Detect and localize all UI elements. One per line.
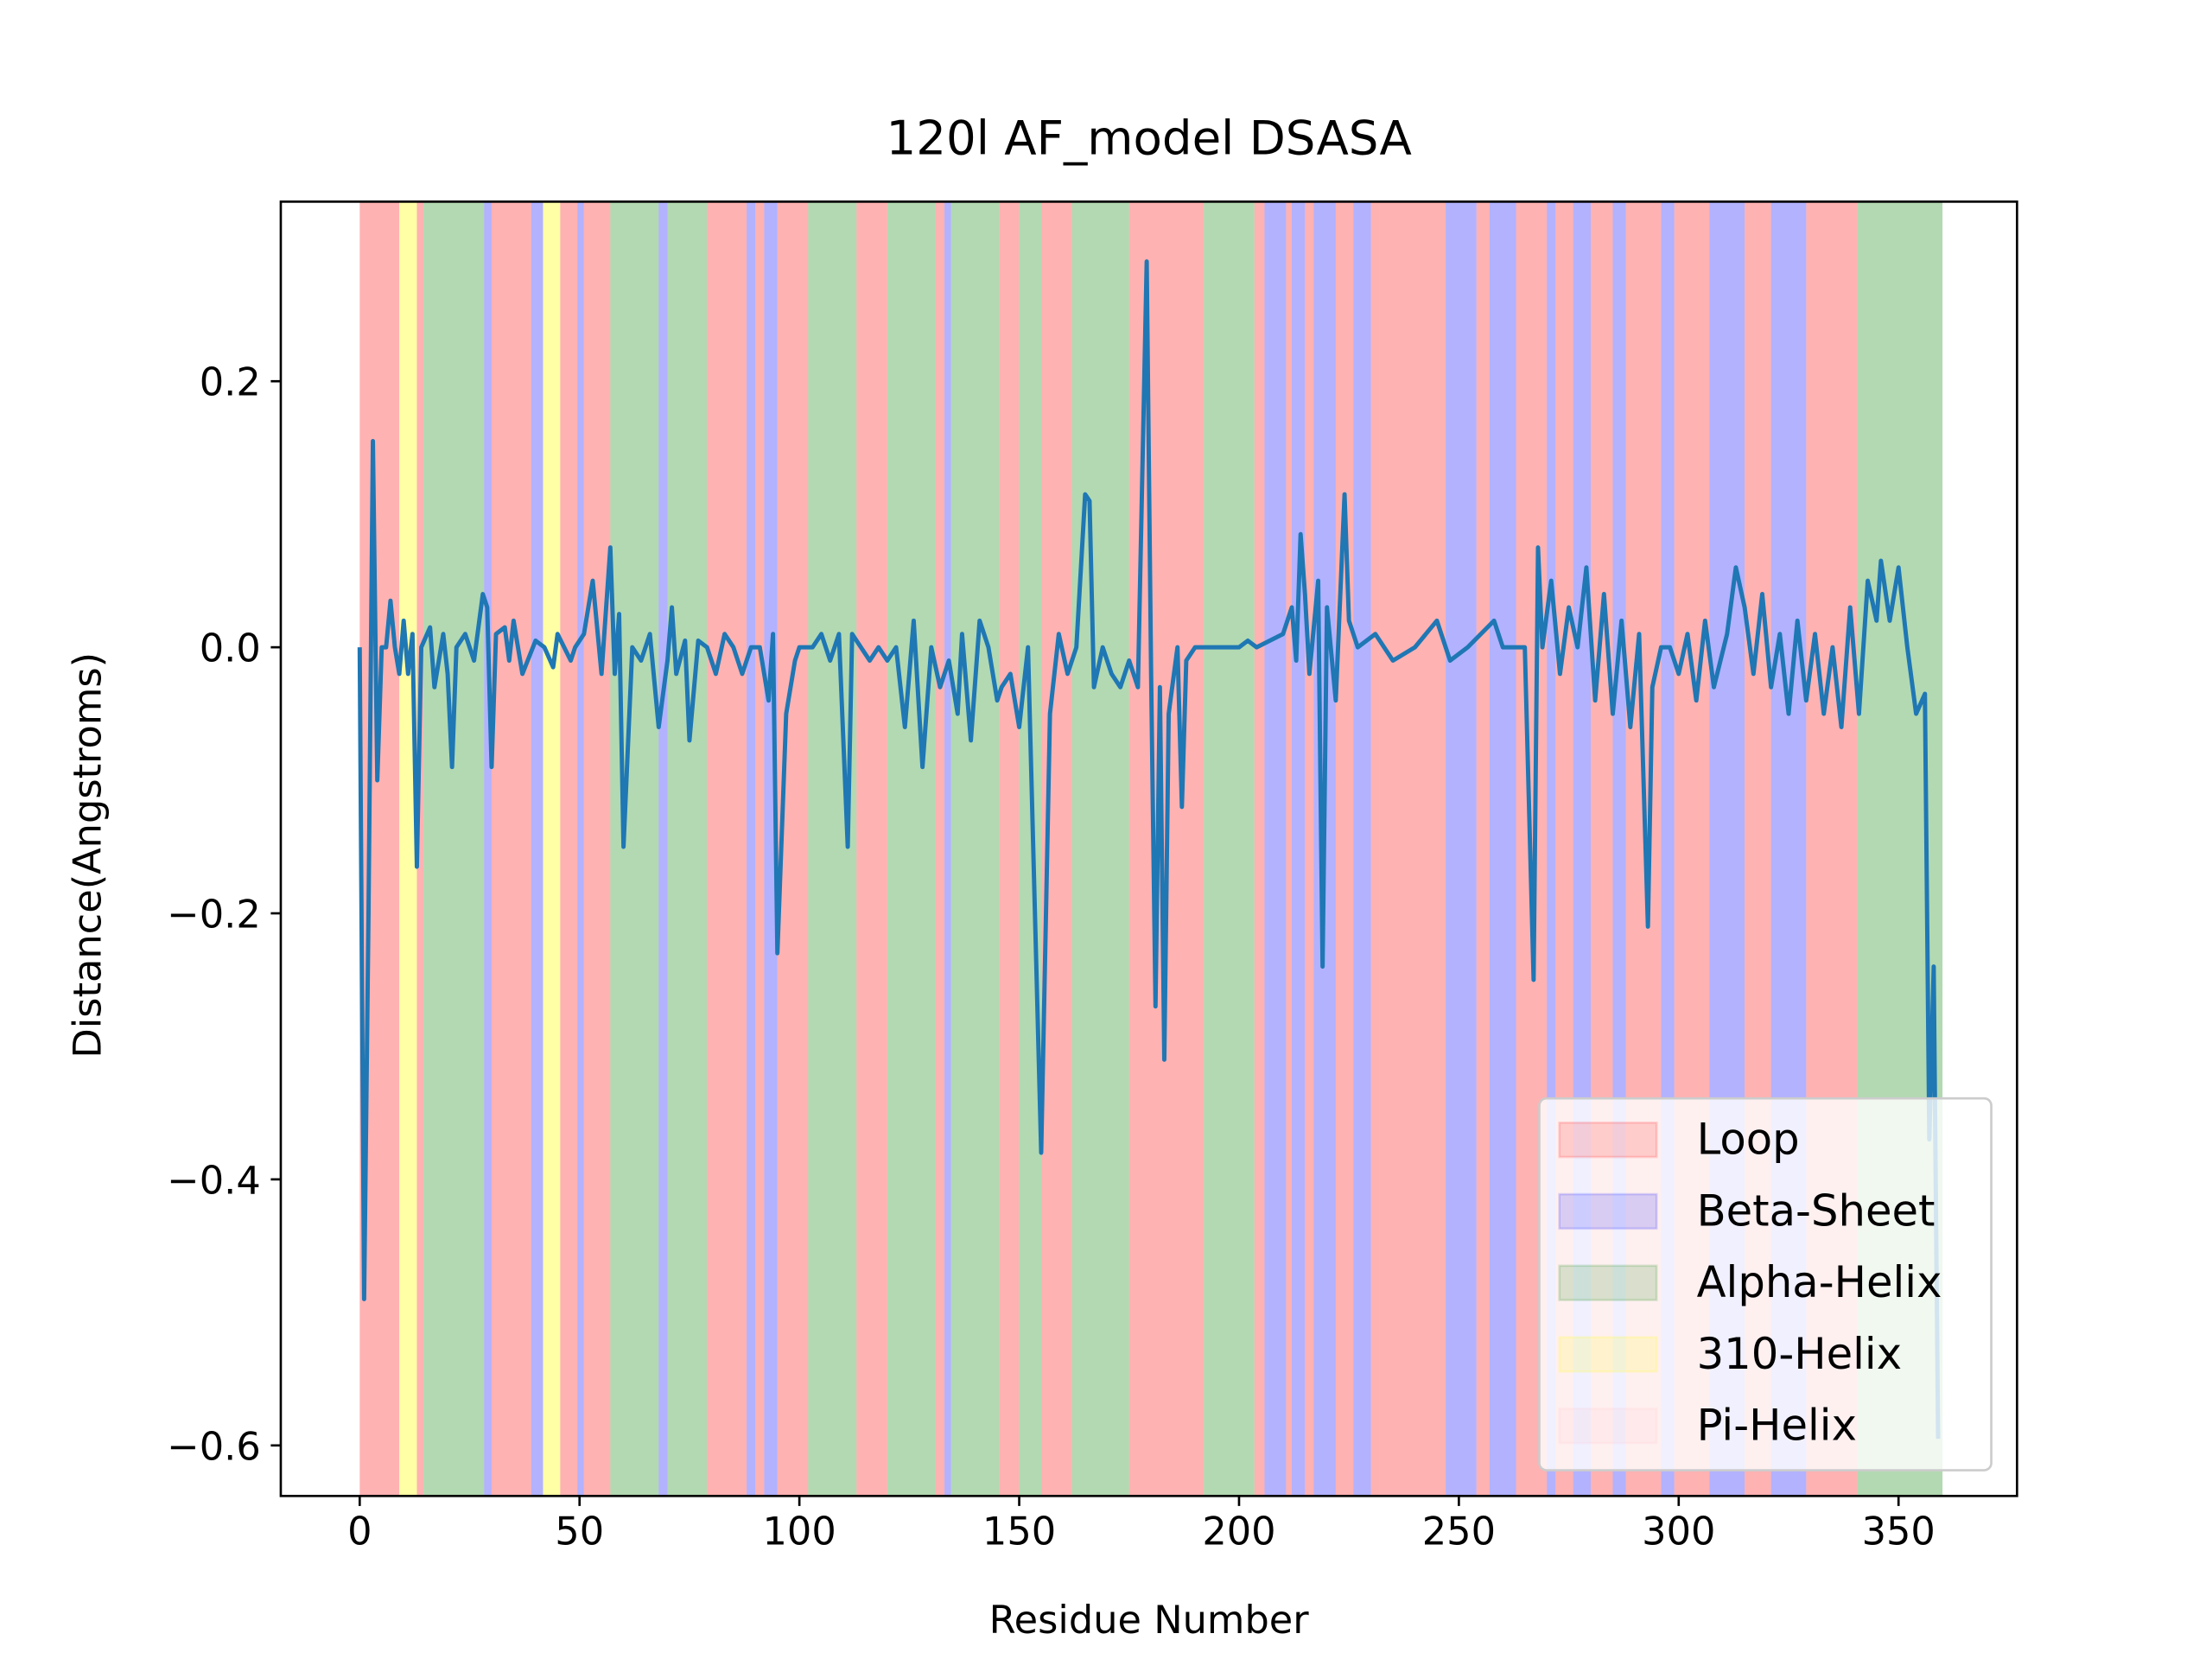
structure-region: [359, 201, 400, 1497]
structure-region: [707, 201, 747, 1497]
legend-swatch: [1558, 1192, 1658, 1230]
structure-region: [950, 201, 1000, 1497]
structure-region: [1292, 201, 1306, 1497]
legend-label: 310-Helix: [1697, 1329, 1903, 1379]
x-tick-label: 100: [763, 1510, 836, 1554]
structure-region: [1476, 201, 1491, 1497]
y-tick-label: 0.0: [200, 626, 261, 671]
structure-region: [1071, 201, 1129, 1497]
y-tick-label: −0.2: [167, 893, 260, 938]
x-tick-label: 0: [347, 1510, 372, 1554]
structure-region: [1335, 201, 1354, 1497]
x-tick-label: 150: [982, 1510, 1056, 1554]
structure-region: [667, 201, 708, 1497]
structure-region: [1204, 201, 1255, 1497]
x-tick-label: 50: [555, 1510, 604, 1554]
structure-region: [484, 201, 492, 1497]
y-axis-label: Distance(Angstroms): [65, 652, 110, 1058]
structure-region: [1305, 201, 1314, 1497]
structure-region: [543, 201, 561, 1497]
y-tick-label: 0.2: [200, 360, 261, 405]
structure-region: [808, 201, 857, 1497]
structure-region: [999, 201, 1020, 1497]
x-axis-label: Residue Number: [989, 1598, 1310, 1643]
structure-region: [747, 201, 756, 1497]
structure-region: [491, 201, 531, 1497]
structure-region: [531, 201, 543, 1497]
structure-region: [560, 201, 578, 1497]
legend-swatch: [1558, 1264, 1658, 1301]
structure-region: [1490, 201, 1516, 1497]
x-tick-label: 200: [1202, 1510, 1275, 1554]
legend-label: Loop: [1697, 1115, 1800, 1165]
structure-region: [658, 201, 668, 1497]
structure-region: [1286, 201, 1293, 1497]
structure-region: [416, 201, 424, 1497]
structure-region: [1264, 201, 1287, 1497]
legend-swatch: [1558, 1336, 1658, 1373]
legend-swatch: [1558, 1121, 1658, 1159]
structure-region: [1370, 201, 1380, 1497]
structure-region: [856, 201, 887, 1497]
structure-region: [944, 201, 951, 1497]
legend-label: Beta-Sheet: [1697, 1185, 1936, 1236]
plot-frame: [279, 200, 2018, 1497]
legend-box: [1538, 1096, 1993, 1471]
structure-region: [1019, 201, 1041, 1497]
legend-swatch: [1558, 1408, 1658, 1445]
data-line: [357, 259, 1941, 1440]
structure-region: [1353, 201, 1371, 1497]
structure-region: [610, 201, 659, 1497]
x-tick-label: 350: [1862, 1510, 1936, 1554]
structure-region: [935, 201, 945, 1497]
legend: Loop Beta-Sheet Alpha-Helix 310-Helix Pi-Hel…: [1538, 1096, 1993, 1471]
x-tick-label: 300: [1642, 1510, 1715, 1554]
structure-region: [399, 201, 417, 1497]
structure-region: [423, 201, 485, 1497]
legend-label: Alpha-Helix: [1697, 1257, 1942, 1307]
structure-region: [1547, 201, 1556, 1497]
structure-region: [764, 201, 778, 1497]
structure-region: [583, 201, 611, 1497]
chart-title: 120l AF_model DSASA: [886, 111, 1411, 166]
legend-label: Pi-Helix: [1697, 1401, 1857, 1451]
y-tick-label: −0.4: [167, 1158, 260, 1203]
x-tick-label: 250: [1422, 1510, 1496, 1554]
y-tick-label: −0.6: [167, 1424, 260, 1469]
structure-region: [577, 201, 584, 1497]
structure-region: [755, 201, 765, 1497]
structure-region: [1379, 201, 1446, 1497]
structure-region: [887, 201, 936, 1497]
structure-region: [1254, 201, 1265, 1497]
structure-region: [1446, 201, 1477, 1497]
